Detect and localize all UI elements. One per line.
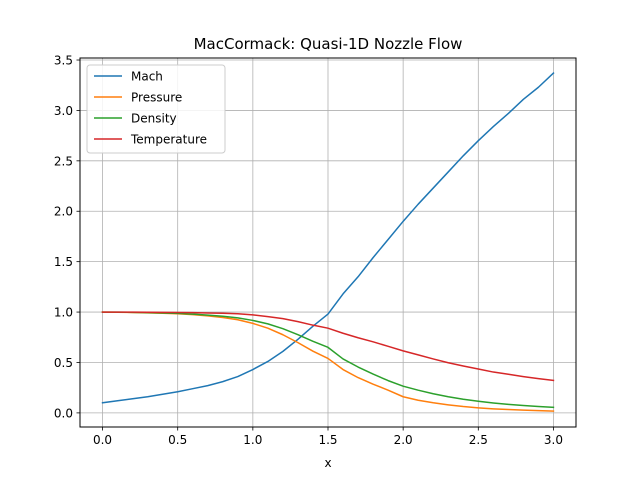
x-tick-label: 0.0 bbox=[93, 433, 112, 447]
legend: Mach Pressure Density Temperature bbox=[86, 64, 226, 154]
y-axis: 0.0 0.5 1.0 1.5 2.0 2.5 3.0 3.5 bbox=[54, 54, 80, 420]
legend-label-temperature: Temperature bbox=[130, 133, 207, 147]
x-tick-label: 2.0 bbox=[394, 433, 413, 447]
y-tick-label: 3.5 bbox=[54, 54, 73, 68]
x-tick-label: 3.0 bbox=[544, 433, 563, 447]
series-line-mach bbox=[101, 72, 555, 404]
x-axis-label: x bbox=[324, 456, 331, 470]
x-tick-label: 2.5 bbox=[469, 433, 488, 447]
legend-label-mach: Mach bbox=[131, 70, 163, 84]
chart-title: MacCormack: Quasi-1D Nozzle Flow bbox=[194, 35, 463, 53]
legend-label-pressure: Pressure bbox=[131, 91, 182, 105]
y-tick-label: 1.5 bbox=[54, 255, 73, 269]
y-tick-label: 3.0 bbox=[54, 104, 73, 118]
y-tick-label: 1.0 bbox=[54, 306, 73, 320]
y-tick-label: 0.5 bbox=[54, 356, 73, 370]
grid bbox=[80, 58, 576, 427]
x-tick-label: 1.0 bbox=[243, 433, 262, 447]
series-line-temperature bbox=[101, 311, 555, 382]
series-line-density bbox=[101, 311, 555, 409]
x-tick-label: 0.5 bbox=[168, 433, 187, 447]
series-lines bbox=[101, 72, 555, 412]
x-axis: 0.0 0.5 1.0 1.5 2.0 2.5 3.0 bbox=[93, 427, 563, 447]
y-tick-label: 2.5 bbox=[54, 154, 73, 168]
y-tick-label: 2.0 bbox=[54, 205, 73, 219]
legend-box bbox=[86, 64, 226, 154]
legend-label-density: Density bbox=[131, 112, 177, 126]
y-tick-label: 0.0 bbox=[54, 406, 73, 420]
x-tick-label: 1.5 bbox=[318, 433, 337, 447]
